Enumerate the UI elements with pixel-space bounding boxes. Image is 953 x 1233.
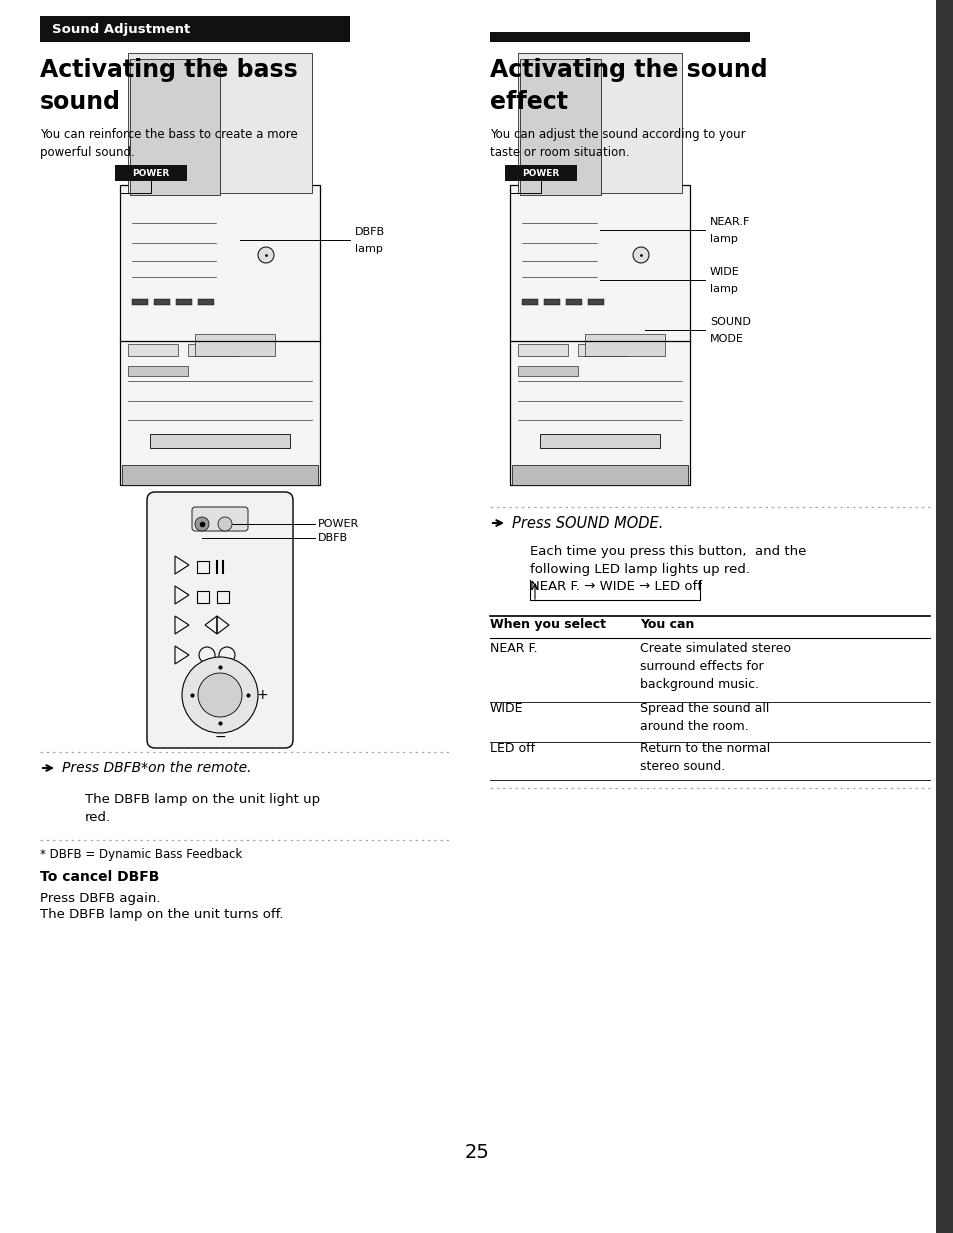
- Text: Create simulated stereo
surround effects for
background music.: Create simulated stereo surround effects…: [639, 642, 790, 690]
- Text: NEAR F. → WIDE → LED off: NEAR F. → WIDE → LED off: [530, 580, 701, 593]
- Text: lamp: lamp: [355, 244, 382, 254]
- Text: lamp: lamp: [709, 234, 737, 244]
- Text: lamp: lamp: [709, 284, 737, 293]
- Circle shape: [218, 517, 232, 531]
- Bar: [128, 53, 312, 194]
- Text: MODE: MODE: [709, 334, 743, 344]
- Text: When you select: When you select: [490, 618, 605, 631]
- Bar: [198, 298, 213, 305]
- Text: POWER: POWER: [522, 169, 559, 178]
- Bar: [490, 32, 749, 42]
- Text: Spread the sound all
around the room.: Spread the sound all around the room.: [639, 702, 768, 732]
- Text: DBFB: DBFB: [317, 533, 348, 543]
- Circle shape: [198, 673, 242, 718]
- Bar: [175, 298, 192, 305]
- Text: You can adjust the sound according to your
taste or room situation.: You can adjust the sound according to yo…: [490, 128, 745, 159]
- FancyBboxPatch shape: [147, 492, 293, 748]
- Bar: [132, 298, 148, 305]
- Text: following LED lamp lights up red.: following LED lamp lights up red.: [530, 563, 749, 576]
- Bar: [130, 59, 220, 195]
- Bar: [521, 298, 537, 305]
- Text: SOUND: SOUND: [709, 317, 750, 327]
- Bar: [539, 434, 659, 448]
- Text: WIDE: WIDE: [709, 268, 739, 277]
- Text: LED off: LED off: [490, 742, 535, 755]
- Text: 25: 25: [464, 1143, 489, 1163]
- Bar: [565, 298, 581, 305]
- Bar: [150, 434, 290, 448]
- Bar: [115, 165, 187, 181]
- Bar: [517, 366, 578, 376]
- Bar: [196, 591, 209, 603]
- Bar: [128, 366, 188, 376]
- Text: Each time you press this button,  and the: Each time you press this button, and the: [530, 545, 805, 559]
- Text: POWER: POWER: [132, 169, 170, 178]
- Text: Press DBFB*on the remote.: Press DBFB*on the remote.: [62, 761, 252, 776]
- Text: Press SOUND MODE.: Press SOUND MODE.: [512, 515, 662, 530]
- Text: POWER: POWER: [317, 519, 359, 529]
- Text: Sound Adjustment: Sound Adjustment: [52, 22, 190, 36]
- Bar: [512, 465, 687, 485]
- Text: +: +: [256, 688, 268, 702]
- Text: NEAR F.: NEAR F.: [490, 642, 537, 655]
- Bar: [128, 344, 178, 356]
- Bar: [584, 334, 664, 356]
- Text: effect: effect: [490, 90, 567, 113]
- Circle shape: [257, 247, 274, 263]
- Text: red.: red.: [85, 811, 111, 824]
- Text: −: −: [214, 730, 226, 743]
- Text: To cancel DBFB: To cancel DBFB: [40, 870, 159, 884]
- Text: Activating the sound: Activating the sound: [490, 58, 767, 83]
- Text: Press DBFB again.: Press DBFB again.: [40, 891, 160, 905]
- Bar: [519, 59, 600, 195]
- Text: Activating the bass: Activating the bass: [40, 58, 297, 83]
- Text: Return to the normal
stereo sound.: Return to the normal stereo sound.: [639, 742, 769, 773]
- Bar: [504, 165, 577, 181]
- Text: DBFB: DBFB: [355, 227, 385, 237]
- Text: sound: sound: [40, 90, 121, 113]
- Text: * DBFB = Dynamic Bass Feedback: * DBFB = Dynamic Bass Feedback: [40, 848, 242, 861]
- Bar: [543, 298, 559, 305]
- Bar: [194, 334, 274, 356]
- Bar: [587, 298, 603, 305]
- FancyBboxPatch shape: [192, 507, 248, 531]
- Bar: [935, 0, 953, 1233]
- Bar: [120, 185, 319, 485]
- Bar: [216, 591, 229, 603]
- Bar: [196, 561, 209, 573]
- Bar: [188, 344, 237, 356]
- Circle shape: [182, 657, 257, 732]
- Circle shape: [633, 247, 648, 263]
- Text: The DBFB lamp on the unit turns off.: The DBFB lamp on the unit turns off.: [40, 907, 283, 921]
- Bar: [517, 53, 681, 194]
- Bar: [517, 344, 567, 356]
- Text: You can reinforce the bass to create a more
powerful sound.: You can reinforce the bass to create a m…: [40, 128, 297, 159]
- Text: NEAR.F: NEAR.F: [709, 217, 750, 227]
- Bar: [578, 344, 627, 356]
- Text: WIDE: WIDE: [490, 702, 523, 715]
- Text: You can: You can: [639, 618, 694, 631]
- Circle shape: [194, 517, 209, 531]
- Bar: [153, 298, 170, 305]
- Text: The DBFB lamp on the unit light up: The DBFB lamp on the unit light up: [85, 793, 320, 806]
- Bar: [40, 16, 350, 42]
- Bar: [510, 185, 689, 485]
- Bar: [122, 465, 317, 485]
